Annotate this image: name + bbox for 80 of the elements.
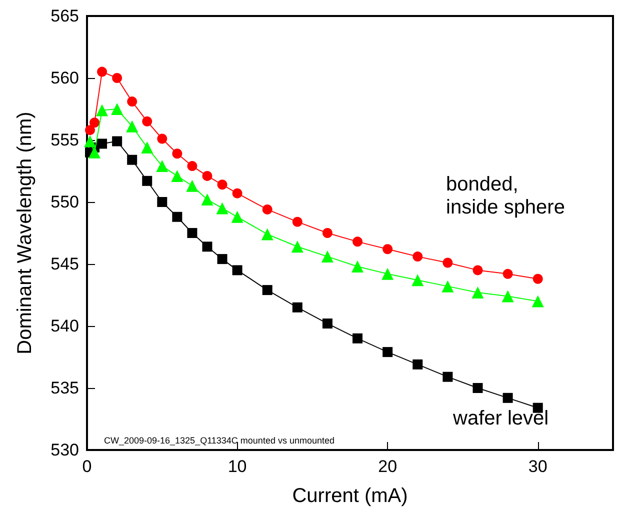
point [156,160,168,172]
point [231,210,244,223]
point [442,280,454,292]
point [472,286,484,299]
point [352,260,364,272]
point [532,274,543,284]
point [261,228,274,240]
y-tick-label: 535 [50,378,79,398]
point [262,204,272,214]
point [232,188,242,198]
point [472,265,483,276]
point [85,125,96,136]
annotation: bonded, inside sphere [446,174,565,218]
point [321,250,334,263]
point [96,104,108,116]
point [232,265,242,276]
y-axis-title: Dominant Wavelength (nm) [14,112,36,354]
y-tick-label: 530 [50,440,79,460]
point [412,359,423,370]
point [442,372,453,382]
point [84,135,96,148]
point [216,202,228,214]
point [142,116,152,126]
y-tick-label: 565 [50,6,79,26]
x-axis-title: Current (mA) [292,485,408,507]
point [186,180,198,192]
point [157,197,168,207]
point [97,66,108,77]
point [127,96,138,107]
point [142,176,152,186]
point [292,302,302,312]
point [172,148,182,159]
y-tick-label: 545 [50,254,79,274]
y-tick-label: 540 [50,316,79,336]
point [157,134,168,144]
point [502,392,513,403]
point [472,383,483,393]
point [201,194,214,206]
point [352,333,363,344]
point [112,136,122,146]
point [90,118,100,128]
point [442,258,453,268]
point [202,242,212,252]
point [127,154,138,165]
point [88,146,101,158]
point [171,170,184,182]
point [97,138,108,149]
point [382,347,393,358]
point [187,161,198,172]
point [141,141,154,154]
point [382,268,394,280]
point [322,318,332,329]
y-tick-label: 560 [50,68,79,88]
x-tick-label: 10 [228,457,247,476]
point [262,285,272,296]
point [412,252,423,262]
x-tick-label: 0 [82,457,92,476]
y-tick-label: 550 [50,192,79,212]
point [202,170,212,181]
point [322,228,332,238]
x-tick-label: 30 [528,457,548,476]
point [126,120,138,132]
point [502,268,513,279]
point [382,244,393,254]
point [217,180,228,190]
point [292,216,302,227]
point [291,240,304,253]
x-tick-label: 20 [378,457,398,476]
y-tick-label: 555 [50,130,79,150]
point [111,103,124,115]
annotation: wafer level [452,408,549,430]
point [187,228,198,238]
point [352,236,363,247]
point [412,274,424,286]
point [532,295,544,308]
point [112,73,122,83]
point [217,254,228,264]
point [502,290,514,302]
point [172,212,182,222]
annotation: CW_2009-09-16_1325_Q11334C mounted vs unmounted [104,436,334,446]
